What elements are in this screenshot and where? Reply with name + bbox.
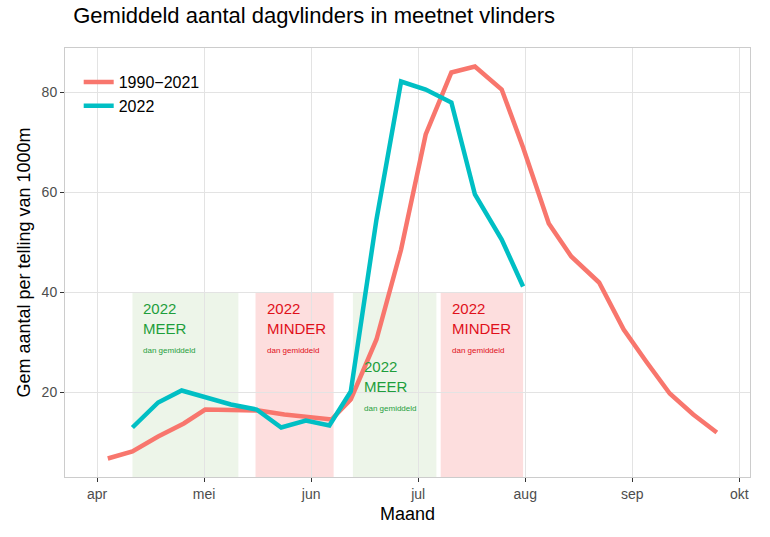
svg-text:okt: okt	[730, 486, 749, 502]
svg-text:sep: sep	[621, 486, 644, 502]
svg-text:jun: jun	[301, 486, 321, 502]
svg-text:80: 80	[42, 84, 58, 100]
svg-text:2022MINDERdan gemiddeld: 2022MINDERdan gemiddeld	[452, 300, 511, 355]
svg-text:mei: mei	[193, 486, 216, 502]
svg-text:20: 20	[42, 384, 58, 400]
svg-text:Maand: Maand	[380, 504, 435, 524]
svg-text:2022MEERdan gemiddeld: 2022MEERdan gemiddeld	[364, 358, 416, 413]
svg-text:Gemiddeld aantal dagvlinders i: Gemiddeld aantal dagvlinders in meetnet …	[73, 3, 555, 28]
svg-text:apr: apr	[87, 486, 108, 502]
svg-text:40: 40	[42, 284, 58, 300]
svg-text:jul: jul	[410, 486, 425, 502]
svg-text:2022MEERdan gemiddeld: 2022MEERdan gemiddeld	[143, 300, 195, 355]
svg-text:1990−2021: 1990−2021	[119, 74, 200, 91]
svg-text:Gem aantal per telling van 100: Gem aantal per telling van 1000m	[14, 127, 34, 397]
svg-text:2022: 2022	[119, 98, 155, 115]
svg-text:60: 60	[42, 184, 58, 200]
svg-text:aug: aug	[514, 486, 537, 502]
svg-text:2022MINDERdan gemiddeld: 2022MINDERdan gemiddeld	[267, 300, 326, 355]
